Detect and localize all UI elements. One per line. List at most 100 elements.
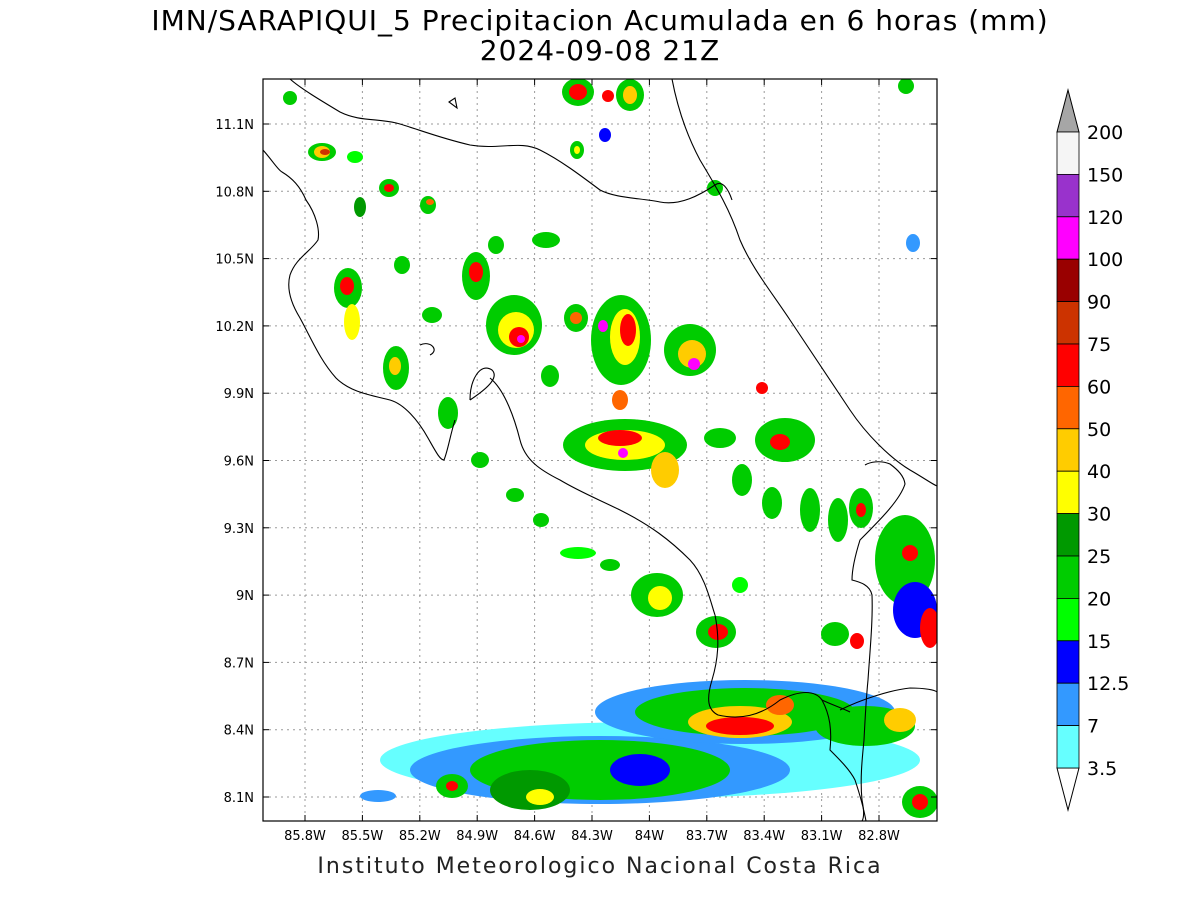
x-tick-label: 84.3W: [571, 829, 613, 844]
colorbar-swatch: [1056, 513, 1080, 557]
caribbean-coast: [671, 79, 937, 487]
colorbar-swatch: [1056, 173, 1080, 218]
colorbar-label: 200: [1087, 122, 1123, 144]
colorbar-swatch: [1056, 725, 1080, 769]
y-tick-label: 10.5N: [215, 253, 254, 268]
island: [448, 97, 458, 110]
panama-border: [851, 461, 906, 821]
y-tick-label: 8.1N: [224, 791, 254, 806]
precip-cell: [600, 559, 620, 571]
colorbar-swatch: [1056, 385, 1080, 430]
precip-cell: [688, 358, 700, 370]
colorbar-swatch: [1056, 598, 1080, 642]
colorbar-label: 150: [1087, 164, 1123, 186]
precip-cell: [560, 547, 596, 559]
precip-cell: [610, 754, 670, 786]
precip-cell: [420, 196, 436, 214]
precip-cell: [651, 452, 679, 488]
colorbar-under-triangle: [1056, 767, 1080, 812]
colorbar-swatch: [1056, 555, 1080, 599]
colorbar-swatch: [1056, 343, 1080, 387]
y-tick-label: 10.8N: [215, 185, 254, 200]
colorbar-label: 15: [1087, 631, 1111, 653]
precip-cell: [506, 488, 524, 502]
colorbar-swatch: [1056, 470, 1080, 515]
precip-cell: [850, 633, 864, 649]
coastline: [263, 79, 937, 821]
precip-cell: [766, 695, 794, 715]
precip-cell: [541, 365, 559, 387]
nicoya-gulf: [419, 343, 716, 616]
precip-cell: [533, 513, 549, 527]
colorbar-over-triangle: [1056, 88, 1080, 133]
precip-cell: [598, 320, 608, 332]
precip-cell: [347, 151, 363, 163]
panama-coast: [821, 687, 937, 713]
x-tick-label: 84.6W: [514, 829, 556, 844]
x-tick-label: 83.1W: [801, 829, 843, 844]
y-tick-label: 10.2N: [215, 320, 254, 335]
precip-cell: [517, 335, 525, 343]
colorbar-label: 12.5: [1087, 673, 1129, 695]
y-tick-label: 8.4N: [224, 724, 254, 739]
colorbar-swatch: [1056, 216, 1080, 260]
colorbar-label: 40: [1087, 461, 1111, 483]
colorbar-label: 100: [1087, 249, 1123, 271]
precip-cell: [884, 708, 916, 732]
precip-cell: [422, 307, 442, 323]
precip-cell: [770, 434, 790, 450]
x-tick-label: 84.9W: [456, 829, 498, 844]
colorbar-swatch: [1056, 131, 1080, 175]
precip-cell: [490, 770, 570, 810]
precip-cell: [446, 781, 458, 791]
precip-cell: [704, 428, 736, 448]
precip-cell: [340, 277, 354, 295]
x-tick-label: 85.5W: [341, 829, 383, 844]
precip-cell: [902, 545, 918, 561]
colorbar-swatch: [1056, 258, 1080, 303]
colorbar-label: 90: [1087, 292, 1111, 314]
precip-cell: [706, 717, 774, 735]
pacific-coast-north: [263, 149, 456, 461]
x-tick-label: 85.2W: [399, 829, 441, 844]
precip-cell: [389, 357, 401, 375]
colorbar-label: 25: [1087, 546, 1111, 568]
precip-cell: [354, 197, 366, 217]
precip-cell: [394, 256, 410, 274]
x-tick-label: 82.8W: [858, 829, 900, 844]
precip-cell: [898, 79, 914, 94]
colorbar-label: 20: [1087, 588, 1111, 610]
map-subtitle: 2024-09-08 21Z: [479, 34, 721, 67]
colorbar-label: 50: [1087, 419, 1111, 441]
map-frame: [262, 78, 938, 822]
precip-cell: [912, 794, 928, 810]
nicaragua-lake-shore: [289, 79, 733, 204]
precip-cell: [570, 312, 582, 324]
precip-cell: [438, 397, 458, 429]
y-tick-label: 11.1N: [215, 118, 254, 133]
precip-cell: [532, 232, 560, 248]
precip-cell: [732, 464, 752, 496]
x-tick-label: 85.8W: [284, 829, 326, 844]
precip-cell: [821, 622, 849, 646]
precip-cell: [920, 608, 937, 648]
colorbar-label: 30: [1087, 504, 1111, 526]
precip-cell: [623, 86, 637, 104]
precip-cell: [620, 314, 636, 346]
colorbar-label: 120: [1087, 207, 1123, 229]
precip-cell: [320, 149, 330, 155]
precip-cell: [598, 430, 642, 446]
y-tick-label: 9.9N: [224, 387, 254, 402]
osa-coast: [708, 614, 867, 821]
precip-cell: [360, 790, 396, 802]
precip-cell: [426, 199, 434, 205]
y-tick-label: 9.6N: [224, 455, 254, 470]
precip-cell: [612, 390, 628, 410]
precip-cell: [856, 503, 866, 517]
precip-cell: [618, 448, 628, 458]
precip-cell: [732, 577, 748, 593]
precip-field: [283, 79, 937, 818]
footer-credit: Instituto Meteorologico Nacional Costa R…: [317, 854, 883, 879]
x-tick-label: 83.4W: [743, 829, 785, 844]
